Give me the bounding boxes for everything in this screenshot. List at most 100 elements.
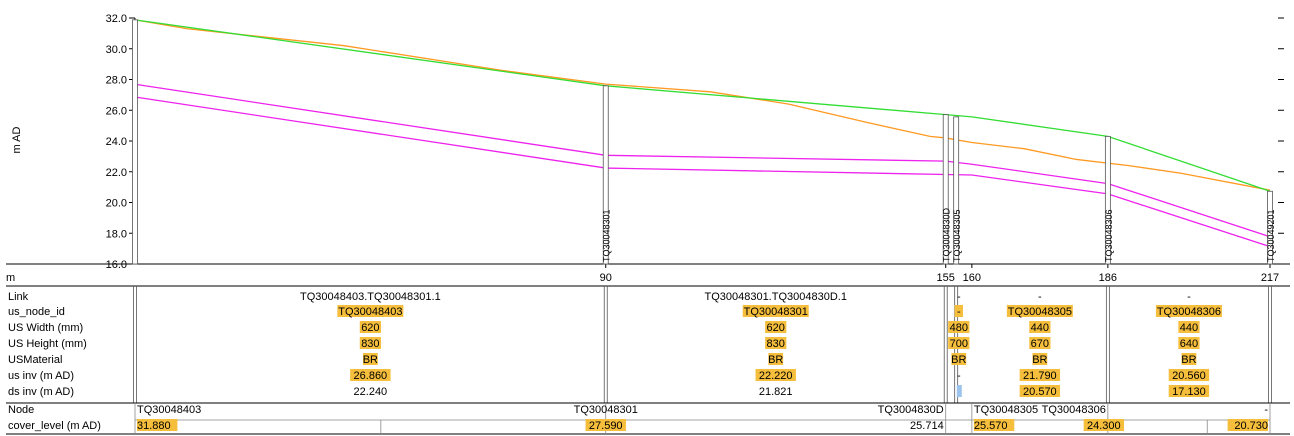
node-name: TQ3004830D	[878, 404, 944, 416]
cell-link: -	[1038, 291, 1042, 303]
manhole-label: TQ30048306	[1104, 209, 1114, 262]
cell-us_inv: 22.220	[759, 370, 793, 382]
cell-us_inv: 26.860	[354, 370, 388, 382]
cover-row-label: cover_level (m AD)	[8, 420, 101, 432]
node-row-label: Node	[8, 404, 34, 416]
y-tick-label: 24.0	[106, 136, 127, 148]
node-name: TQ30048403	[137, 404, 201, 416]
cell-link: TQ30048403.TQ30048301.1	[300, 291, 441, 303]
cell-width-highlight	[1029, 321, 1051, 333]
cell-us_node_id: TQ30048306	[1157, 306, 1221, 318]
row-label: us inv (m AD)	[8, 370, 74, 382]
cell-us_inv-highlight	[1168, 369, 1210, 381]
cell-material: BR	[1181, 354, 1196, 366]
cell-height: 830	[767, 338, 785, 350]
cell-material-highlight	[951, 353, 967, 365]
chainage-label: 155	[937, 272, 955, 284]
cell-width: 480	[950, 322, 968, 334]
x-axis-label: m	[6, 272, 15, 284]
y-tick-label: 26.0	[106, 105, 127, 117]
cell-us_node_id: TQ30048305	[1008, 306, 1072, 318]
cover-level-highlight	[585, 419, 626, 431]
axis-layer: 32.0 30.0 28.0 26.0 24.0 22.0 20.0 18.0 16.0 90 15…	[6, 13, 1290, 287]
cell-us_inv: 21.790	[1023, 370, 1057, 382]
cell-material: BR	[768, 354, 783, 366]
cover-level-highlight	[1083, 419, 1125, 431]
cell-us_inv-highlight	[1019, 369, 1061, 381]
y-tick-label: 16.0	[106, 259, 127, 271]
cell-material-highlight	[768, 353, 784, 365]
row-label: us_node_id	[8, 306, 65, 318]
cell-us_inv: 20.560	[1172, 370, 1206, 382]
manhole-label: TQ30048301	[602, 209, 612, 262]
ds-inv-blue-cell	[956, 385, 962, 397]
manhole-shaft	[953, 116, 960, 265]
cell-us_node_id: TQ30048403	[338, 306, 402, 318]
cover-level: 25.570	[974, 420, 1008, 432]
cell-width: 440	[1180, 322, 1198, 334]
cell-height-highlight	[948, 337, 970, 349]
ground-level-line	[134, 19, 1271, 192]
chainage-label: 217	[1261, 272, 1279, 284]
cell-width-highlight	[1178, 321, 1200, 333]
chainage-label: 90	[600, 272, 612, 284]
cell-us_node_id: -	[957, 306, 961, 318]
y-tick-label: 20.0	[106, 198, 127, 210]
cell-us_inv-highlight	[350, 369, 391, 381]
cell-us_node_id-highlight	[1155, 305, 1222, 317]
row-label: USMaterial	[8, 354, 62, 366]
cell-width: 620	[361, 322, 379, 334]
cell-us_node_id-highlight	[1006, 305, 1073, 317]
cell-height-highlight	[1178, 337, 1200, 349]
cell-us_inv: -	[957, 370, 961, 382]
manhole-shaft	[602, 85, 609, 265]
cell-ds_inv: 20.570	[1023, 386, 1057, 398]
cell-width: 440	[1031, 322, 1049, 334]
node-name: -	[1264, 404, 1268, 416]
profile-lines	[134, 19, 1271, 248]
cell-link: -	[957, 291, 961, 303]
cell-height: 830	[361, 338, 379, 350]
cell-ds_inv-highlight	[1019, 385, 1061, 397]
chainage-label: 160	[963, 272, 981, 284]
pipe-invert-line	[134, 96, 1271, 248]
cell-width-highlight	[359, 321, 381, 333]
manhole-shaft	[1104, 135, 1111, 265]
cover-level: 27.590	[589, 420, 623, 432]
cell-material-highlight	[1032, 353, 1048, 365]
cell-link: -	[1187, 291, 1191, 303]
cell-height-highlight	[765, 337, 787, 349]
cover-level-highlight	[137, 419, 178, 431]
cell-material: BR	[951, 354, 966, 366]
cell-height-highlight	[359, 337, 381, 349]
y-tick-label: 22.0	[106, 167, 127, 179]
cover-level: 24.300	[1087, 420, 1121, 432]
cell-width: 620	[767, 322, 785, 334]
manhole-shaft	[132, 19, 138, 265]
y-tick-label: 32.0	[106, 13, 127, 25]
cell-height: 670	[1031, 338, 1049, 350]
cover-level: 25.714	[910, 420, 944, 432]
cell-us_node_id-highlight	[954, 305, 963, 317]
cell-width-highlight	[948, 321, 970, 333]
data-table: Link us_node_id US Width (mm) US Height (mm…	[6, 291, 1290, 435]
cell-material: BR	[363, 354, 378, 366]
cell-us_node_id-highlight	[337, 305, 404, 317]
y-axis-label: m AD	[11, 127, 23, 154]
cell-ds_inv-highlight	[1168, 385, 1210, 397]
row-label: US Height (mm)	[8, 338, 87, 350]
node-name: TQ30048301	[574, 404, 638, 416]
cover-level: 20.730	[1234, 420, 1268, 432]
orange-level-line	[134, 19, 1271, 191]
y-tick-label: 28.0	[106, 75, 127, 87]
cell-width-highlight	[765, 321, 787, 333]
pipe-soffit-line	[134, 83, 1271, 238]
y-tick-label: 18.0	[106, 228, 127, 240]
cell-us_inv-highlight	[755, 369, 796, 381]
row-label: Link	[8, 291, 29, 303]
cell-material-highlight	[1181, 353, 1197, 365]
y-tick-label: 30.0	[106, 44, 127, 56]
cell-material-highlight	[362, 353, 378, 365]
manhole-layer: TQ30048301 TQ3004830D TQ30048305 TQ30048306…	[132, 19, 1276, 403]
